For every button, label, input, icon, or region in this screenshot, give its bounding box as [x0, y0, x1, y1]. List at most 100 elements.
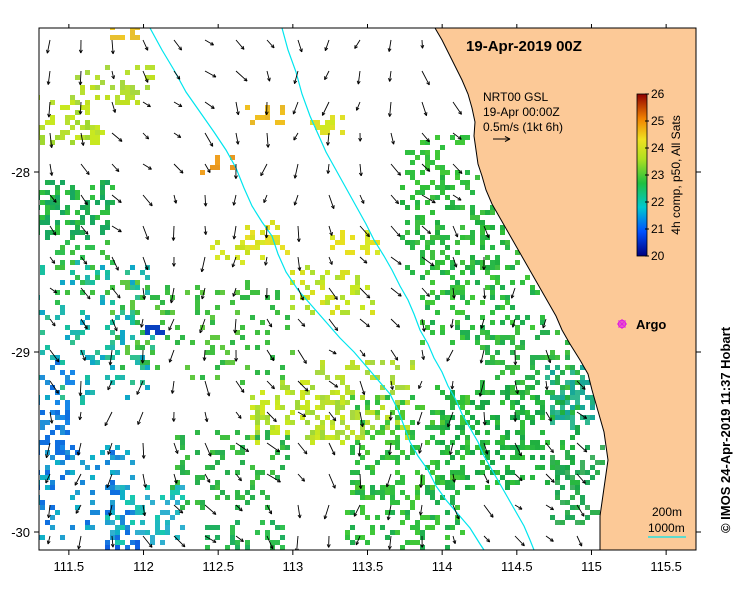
sst-pixel	[55, 220, 60, 225]
sst-pixel	[420, 480, 425, 485]
sst-pixel	[505, 335, 510, 340]
sst-pixel	[120, 310, 125, 315]
sst-pixel	[390, 510, 395, 515]
sst-pixel	[465, 170, 470, 175]
sst-pixel	[135, 540, 140, 545]
sst-pixel	[85, 525, 90, 530]
sst-pixel	[195, 285, 200, 290]
current-arrow	[142, 132, 150, 140]
sst-pixel	[545, 355, 550, 360]
sst-pixel	[30, 525, 35, 530]
sst-pixel	[45, 520, 50, 525]
sst-pixel	[40, 420, 45, 425]
sst-pixel	[410, 555, 415, 560]
sst-pixel	[50, 505, 55, 510]
sst-pixel	[20, 195, 25, 200]
sst-pixel	[130, 28, 135, 30]
current-arrow	[324, 70, 330, 81]
sst-pixel	[465, 185, 470, 190]
current-arrow	[78, 380, 83, 397]
sst-pixel	[40, 190, 45, 195]
sst-pixel	[540, 455, 545, 460]
current-arrow	[446, 411, 454, 428]
sst-pixel	[120, 305, 125, 310]
sst-pixel	[280, 445, 285, 450]
current-arrow	[358, 473, 363, 489]
sst-pixel	[470, 265, 475, 270]
sst-pixel	[455, 205, 460, 210]
sst-pixel	[115, 525, 120, 530]
sst-pixel	[90, 130, 95, 135]
current-arrow	[204, 132, 214, 147]
current-arrow	[170, 380, 175, 394]
sst-pixel	[385, 420, 390, 425]
current-arrow	[446, 349, 454, 362]
sst-pixel	[245, 105, 250, 110]
sst-pixel	[560, 500, 565, 505]
sst-pixel	[440, 425, 445, 430]
sst-pixel	[455, 470, 460, 475]
current-arrow	[452, 504, 460, 520]
sst-pixel	[355, 405, 360, 410]
sst-pixel	[120, 35, 125, 40]
sst-pixel	[440, 415, 445, 420]
sst-pixel	[85, 275, 90, 280]
sst-pixel	[365, 515, 370, 520]
sst-pixel	[490, 355, 495, 360]
sst-pixel	[110, 300, 115, 305]
sst-pixel	[60, 440, 65, 445]
sst-pixel	[355, 410, 360, 415]
sst-pixel	[130, 95, 135, 100]
sst-pixel	[115, 540, 120, 545]
sst-pixel	[340, 230, 345, 235]
sst-pixel	[105, 225, 110, 230]
sst-pixel	[535, 370, 540, 375]
sst-pixel	[465, 485, 470, 490]
current-arrow	[321, 101, 330, 116]
sst-pixel	[55, 425, 60, 430]
sst-pixel	[390, 495, 395, 500]
sst-pixel	[380, 385, 385, 390]
sst-pixel	[70, 260, 75, 265]
sst-pixel	[90, 475, 95, 480]
x-tick-label: 111.5	[54, 559, 85, 574]
colorbar-tick-label: 23	[651, 168, 665, 182]
sst-pixel	[75, 505, 80, 510]
sst-pixel	[415, 180, 420, 185]
sst-pixel	[585, 395, 590, 400]
current-arrow	[142, 287, 147, 300]
sst-pixel	[100, 185, 105, 190]
sst-pixel	[330, 400, 335, 405]
sst-pixel	[430, 495, 435, 500]
sst-pixel	[85, 100, 90, 105]
sst-pixel	[100, 190, 105, 195]
sst-pixel	[595, 460, 600, 465]
sst-pixel	[110, 380, 115, 385]
sst-pixel	[590, 465, 595, 470]
sst-pixel	[175, 325, 180, 330]
current-arrow	[358, 132, 363, 142]
sst-pixel	[310, 270, 315, 275]
sst-pixel	[360, 305, 365, 310]
current-arrow	[452, 101, 462, 115]
sst-pixel	[255, 425, 260, 430]
sst-pixel	[570, 395, 575, 400]
sst-pixel	[280, 545, 285, 550]
sst-pixel	[415, 220, 420, 225]
sst-pixel	[500, 440, 505, 445]
sst-pixel	[65, 210, 70, 215]
sst-pixel	[485, 465, 490, 470]
sst-pixel	[90, 360, 95, 365]
sst-pixel	[105, 515, 110, 520]
current-arrow	[80, 132, 85, 146]
sst-pixel	[455, 320, 460, 325]
sst-pixel	[510, 265, 515, 270]
sst-pixel	[420, 190, 425, 195]
sst-pixel	[395, 415, 400, 420]
current-arrow	[293, 163, 299, 179]
sst-pixel	[340, 440, 345, 445]
sst-pixel	[15, 215, 20, 220]
sst-pixel	[330, 425, 335, 430]
sst-pixel	[290, 305, 295, 310]
sst-pixel	[80, 205, 85, 210]
